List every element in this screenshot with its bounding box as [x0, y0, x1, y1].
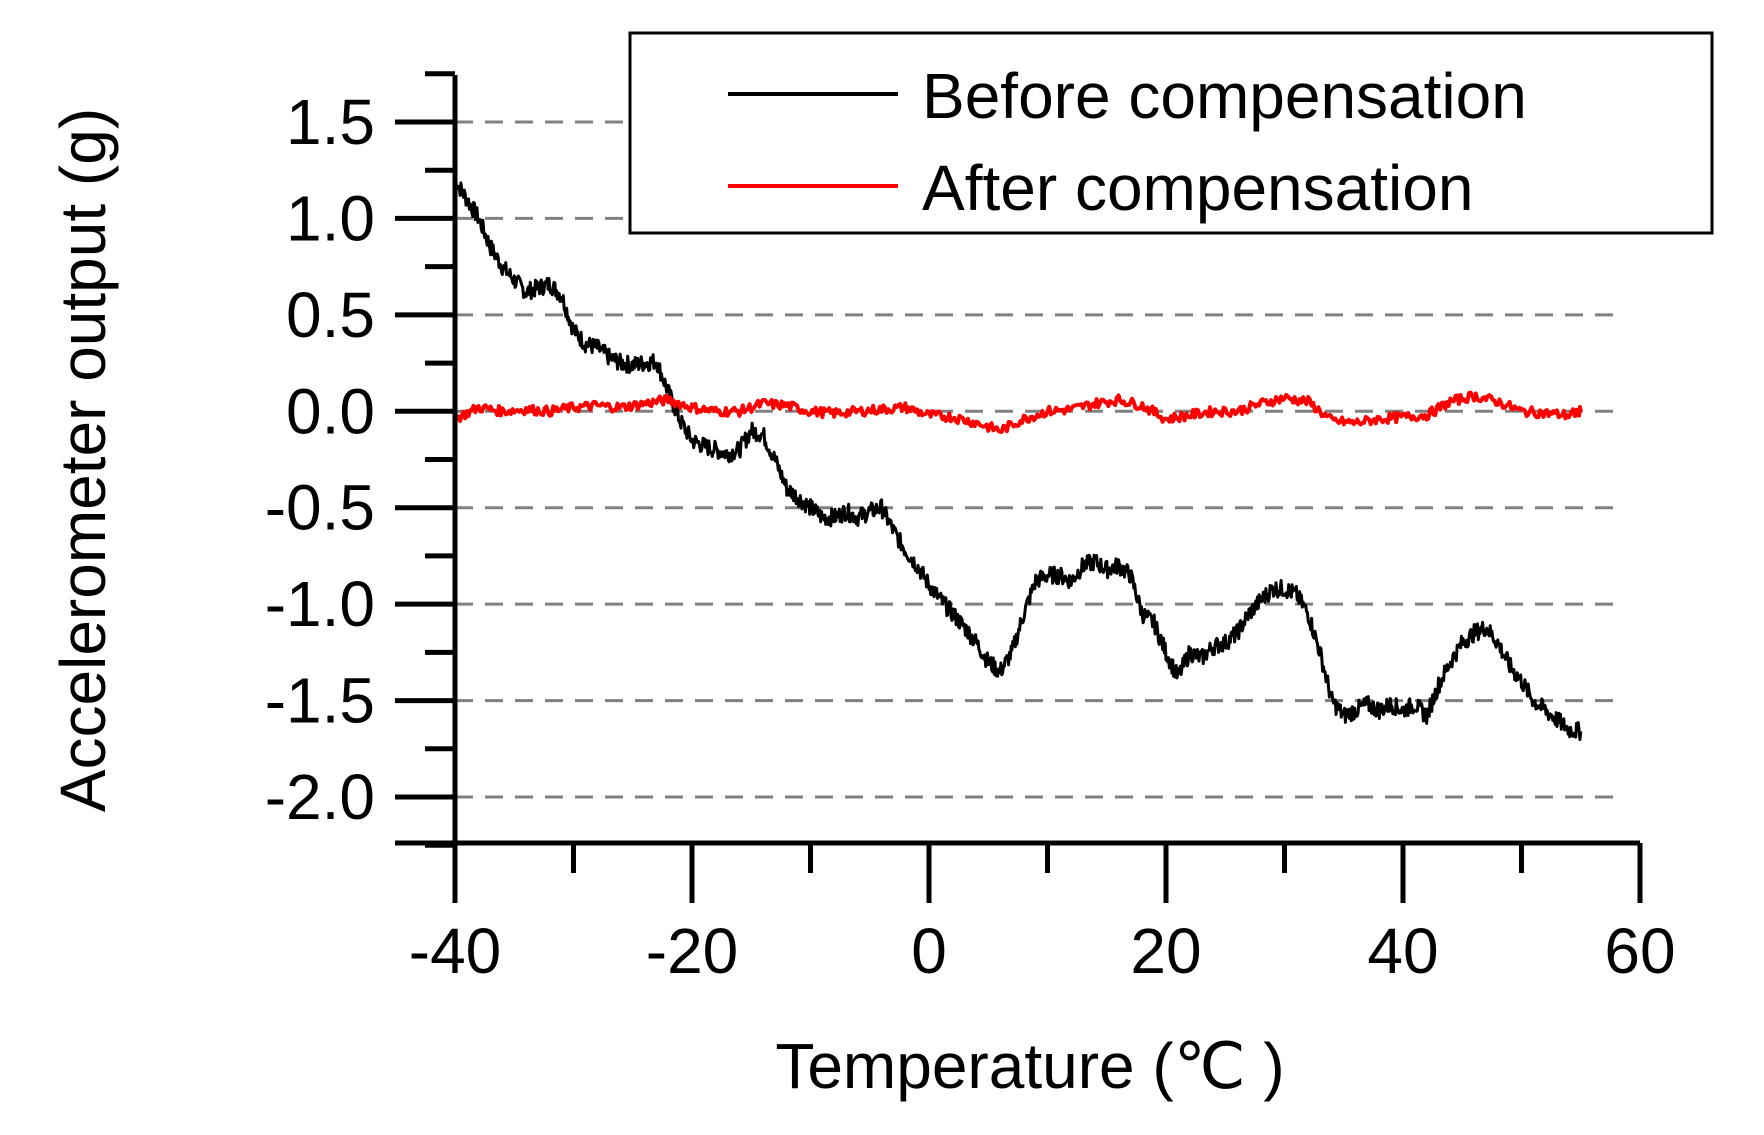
y-tick-label-6: -1.5 [265, 665, 375, 737]
y-tick-label-1: 1.0 [286, 182, 375, 254]
x-tick-label-1: -20 [646, 915, 739, 987]
legend-box [628, 31, 1714, 235]
y-tick-label-7: -2.0 [265, 761, 375, 833]
axes-layer: 1.5 1.0 0.5 0.0 -0.5 -1.0 -1.5 -2.0 -40 -20 0 20 40 6… [265, 71, 1676, 987]
y-axis-title: Accelerometer output (g) [47, 108, 119, 812]
legend-label-before: Before compensation [922, 60, 1527, 132]
x-tick-label-4: 40 [1367, 915, 1438, 987]
x-tick-label-2: 0 [911, 915, 947, 987]
y-tick-label-3: 0.0 [286, 375, 375, 447]
x-tick-label-5: 60 [1604, 915, 1675, 987]
series-layer [453, 178, 1583, 741]
series-line-after [453, 390, 1583, 434]
x-axis-title: Temperature (℃ ) [775, 1030, 1284, 1102]
y-tick-label-5: -1.0 [265, 568, 375, 640]
y-tick-label-4: -0.5 [265, 472, 375, 544]
x-tick-label-3: 20 [1130, 915, 1201, 987]
x-tick-label-0: -40 [409, 915, 502, 987]
y-tick-label-0: 1.5 [286, 86, 375, 158]
series-line-before [454, 178, 1583, 741]
y-tick-label-2: 0.5 [286, 279, 375, 351]
labels-layer: Temperature (℃ ) Accelerometer output (g… [47, 108, 1285, 1102]
legend: Before compensation After compensation [628, 31, 1714, 235]
legend-label-after: After compensation [922, 152, 1473, 224]
